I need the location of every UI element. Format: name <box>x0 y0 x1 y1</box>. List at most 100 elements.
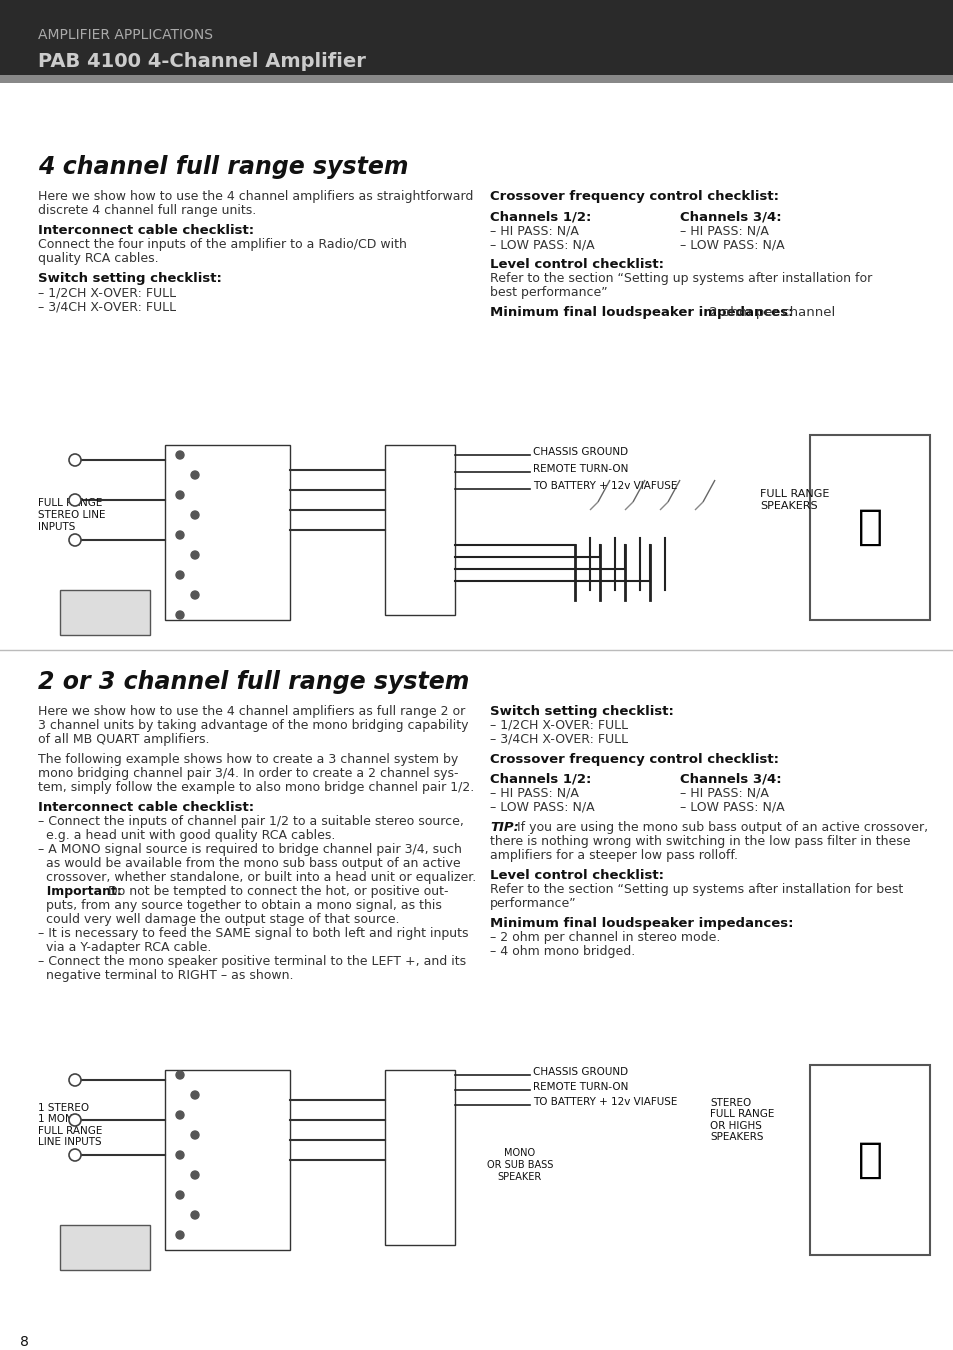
Text: – HI PASS: N/A: – HI PASS: N/A <box>490 224 578 238</box>
Text: Switch setting checklist:: Switch setting checklist: <box>38 271 222 285</box>
Text: – Connect the inputs of channel pair 1/2 to a suitable stereo source,: – Connect the inputs of channel pair 1/2… <box>38 815 463 828</box>
Text: – 4 ohm mono bridged.: – 4 ohm mono bridged. <box>490 945 635 958</box>
Text: 2 ohm per channel: 2 ohm per channel <box>704 306 834 319</box>
Text: Connect the four inputs of the amplifier to a Radio/CD with: Connect the four inputs of the amplifier… <box>38 238 406 251</box>
Text: FULL RANGE
SPEAKERS: FULL RANGE SPEAKERS <box>760 489 828 510</box>
Polygon shape <box>659 502 667 510</box>
Text: REMOTE TURN-ON: REMOTE TURN-ON <box>533 1081 628 1092</box>
Circle shape <box>69 535 81 545</box>
Text: PAB 4100 4-Channel Amplifier: PAB 4100 4-Channel Amplifier <box>38 53 366 72</box>
Circle shape <box>191 1170 199 1179</box>
Text: – 1/2CH X-OVER: FULL: – 1/2CH X-OVER: FULL <box>490 720 627 732</box>
Bar <box>809 1065 929 1256</box>
Text: Interconnect cable checklist:: Interconnect cable checklist: <box>38 801 253 814</box>
Text: 🚗: 🚗 <box>857 506 882 548</box>
Text: Here we show how to use the 4 channel amplifiers as straightforward: Here we show how to use the 4 channel am… <box>38 190 473 202</box>
Text: Channels 1/2:: Channels 1/2: <box>490 774 591 786</box>
Text: Crossover frequency control checklist:: Crossover frequency control checklist: <box>490 190 779 202</box>
Polygon shape <box>589 502 598 510</box>
Bar <box>385 1071 455 1245</box>
Text: performance”: performance” <box>490 896 576 910</box>
Text: – 2 ohm per channel in stereo mode.: – 2 ohm per channel in stereo mode. <box>490 931 720 944</box>
Text: Minimum final loudspeaker impedances:: Minimum final loudspeaker impedances: <box>490 306 793 319</box>
Text: Crossover frequency control checklist:: Crossover frequency control checklist: <box>490 753 779 765</box>
Text: there is nothing wrong with switching in the low pass filter in these: there is nothing wrong with switching in… <box>490 836 909 848</box>
Text: mono bridging channel pair 3/4. In order to create a 2 channel sys-: mono bridging channel pair 3/4. In order… <box>38 767 458 780</box>
Polygon shape <box>624 502 633 510</box>
Text: Level control checklist:: Level control checklist: <box>490 258 663 271</box>
Text: Channels 3/4:: Channels 3/4: <box>679 211 781 223</box>
Text: Channels 3/4:: Channels 3/4: <box>679 774 781 786</box>
Circle shape <box>191 471 199 479</box>
Circle shape <box>175 1152 184 1160</box>
Circle shape <box>191 591 199 599</box>
Text: – 1/2CH X-OVER: FULL: – 1/2CH X-OVER: FULL <box>38 286 176 298</box>
Text: of all MB QUART amplifiers.: of all MB QUART amplifiers. <box>38 733 210 747</box>
Text: – LOW PASS: N/A: – LOW PASS: N/A <box>679 801 783 814</box>
Text: – LOW PASS: N/A: – LOW PASS: N/A <box>679 238 783 251</box>
Text: FULL RANGE
STEREO LINE
INPUTS: FULL RANGE STEREO LINE INPUTS <box>38 498 106 532</box>
Text: MONO
OR SUB BASS
SPEAKER: MONO OR SUB BASS SPEAKER <box>486 1149 553 1181</box>
Circle shape <box>69 1114 81 1126</box>
Text: 8: 8 <box>20 1335 29 1349</box>
Bar <box>60 590 150 634</box>
Circle shape <box>191 1091 199 1099</box>
Text: If you are using the mono sub bass output of an active crossover,: If you are using the mono sub bass outpu… <box>513 821 927 834</box>
Text: 🚗: 🚗 <box>857 1139 882 1181</box>
Text: Important:: Important: <box>38 886 122 898</box>
Text: CHASSIS GROUND: CHASSIS GROUND <box>533 447 627 458</box>
Bar <box>165 1071 290 1250</box>
Circle shape <box>175 451 184 459</box>
Text: – 3/4CH X-OVER: FULL: – 3/4CH X-OVER: FULL <box>38 300 176 313</box>
Circle shape <box>69 1149 81 1161</box>
Text: best performance”: best performance” <box>490 286 607 298</box>
Text: The following example shows how to create a 3 channel system by: The following example shows how to creat… <box>38 753 457 765</box>
Circle shape <box>175 612 184 620</box>
Circle shape <box>175 1071 184 1079</box>
Circle shape <box>69 494 81 506</box>
Text: negative terminal to RIGHT – as shown.: negative terminal to RIGHT – as shown. <box>38 969 294 981</box>
Circle shape <box>175 491 184 500</box>
Text: via a Y-adapter RCA cable.: via a Y-adapter RCA cable. <box>38 941 212 954</box>
Text: STEREO
FULL RANGE
OR HIGHS
SPEAKERS: STEREO FULL RANGE OR HIGHS SPEAKERS <box>709 1098 774 1142</box>
Text: e.g. a head unit with good quality RCA cables.: e.g. a head unit with good quality RCA c… <box>38 829 335 842</box>
Text: – LOW PASS: N/A: – LOW PASS: N/A <box>490 238 594 251</box>
Text: – Connect the mono speaker positive terminal to the LEFT +, and its: – Connect the mono speaker positive term… <box>38 954 466 968</box>
Text: Refer to the section “Setting up systems after installation for: Refer to the section “Setting up systems… <box>490 271 871 285</box>
Text: TO BATTERY + 12v VIAFUSE: TO BATTERY + 12v VIAFUSE <box>533 1098 677 1107</box>
Text: – HI PASS: N/A: – HI PASS: N/A <box>679 787 768 801</box>
Circle shape <box>191 1211 199 1219</box>
Text: crossover, whether standalone, or built into a head unit or equalizer.: crossover, whether standalone, or built … <box>38 871 476 884</box>
Circle shape <box>69 454 81 466</box>
Text: as would be available from the mono sub bass output of an active: as would be available from the mono sub … <box>38 857 460 869</box>
Circle shape <box>175 1191 184 1199</box>
Text: – A MONO signal source is required to bridge channel pair 3/4, such: – A MONO signal source is required to br… <box>38 842 461 856</box>
Text: discrete 4 channel full range units.: discrete 4 channel full range units. <box>38 204 256 217</box>
Text: – HI PASS: N/A: – HI PASS: N/A <box>490 787 578 801</box>
Circle shape <box>191 1131 199 1139</box>
Text: REMOTE TURN-ON: REMOTE TURN-ON <box>533 464 628 474</box>
Text: could very well damage the output stage of that source.: could very well damage the output stage … <box>38 913 399 926</box>
Polygon shape <box>667 481 679 502</box>
Text: quality RCA cables.: quality RCA cables. <box>38 252 158 265</box>
Text: 2 or 3 channel full range system: 2 or 3 channel full range system <box>38 670 469 694</box>
Bar <box>165 446 290 620</box>
Text: Do not be tempted to connect the hot, or positive out-: Do not be tempted to connect the hot, or… <box>104 886 448 898</box>
Text: 4 channel full range system: 4 channel full range system <box>38 155 408 180</box>
Text: Switch setting checklist:: Switch setting checklist: <box>490 705 673 718</box>
Bar <box>0 76 953 82</box>
Circle shape <box>191 512 199 518</box>
Polygon shape <box>702 481 714 502</box>
Polygon shape <box>598 481 609 502</box>
Bar <box>0 0 953 76</box>
Bar <box>60 1224 150 1270</box>
Text: TIP:: TIP: <box>490 821 518 834</box>
Bar <box>385 446 455 616</box>
Text: 3 channel units by taking advantage of the mono bridging capability: 3 channel units by taking advantage of t… <box>38 720 468 732</box>
Text: – LOW PASS: N/A: – LOW PASS: N/A <box>490 801 594 814</box>
Circle shape <box>175 1111 184 1119</box>
Text: Here we show how to use the 4 channel amplifiers as full range 2 or: Here we show how to use the 4 channel am… <box>38 705 465 718</box>
Circle shape <box>175 531 184 539</box>
Circle shape <box>175 571 184 579</box>
Polygon shape <box>633 481 644 502</box>
